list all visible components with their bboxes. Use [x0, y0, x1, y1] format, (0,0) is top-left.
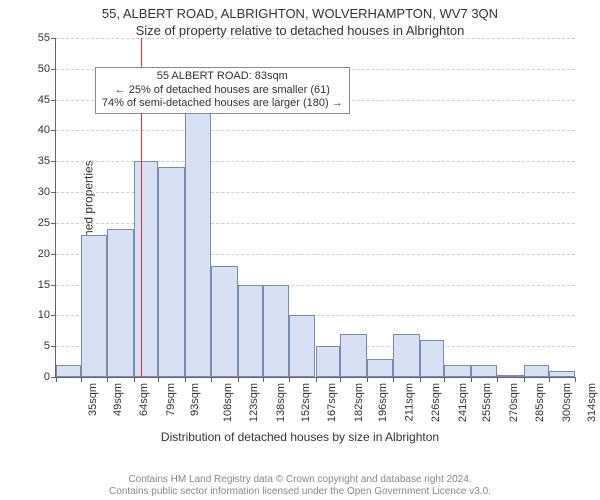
y-tick-label: 50	[38, 63, 56, 75]
y-tick-label: 40	[38, 124, 56, 136]
histogram-chart: Number of detached properties 0510152025…	[0, 38, 600, 448]
annotation-line: 74% of semi-detached houses are larger (…	[102, 97, 343, 111]
y-tick-label: 15	[38, 279, 56, 291]
x-tick-label: 49sqm	[112, 383, 124, 416]
y-tick-label: 0	[44, 371, 56, 383]
histogram-bar	[158, 167, 184, 377]
x-tick	[549, 377, 550, 382]
x-tick	[107, 377, 108, 382]
histogram-bar	[444, 365, 470, 377]
x-tick-label: 167sqm	[326, 383, 338, 422]
x-tick-label: 300sqm	[561, 383, 573, 422]
x-tick-label: 182sqm	[353, 383, 365, 422]
x-tick-label: 64sqm	[138, 383, 150, 416]
x-tick	[524, 377, 525, 382]
x-tick-label: 314sqm	[586, 383, 598, 422]
x-tick	[185, 377, 186, 382]
x-tick	[367, 377, 368, 382]
histogram-bar	[185, 75, 211, 377]
histogram-bar	[393, 334, 419, 377]
x-tick	[340, 377, 341, 382]
x-tick	[81, 377, 82, 382]
y-tick-label: 10	[38, 309, 56, 321]
footer-line: Contains public sector information licen…	[0, 486, 600, 498]
histogram-bar	[263, 285, 289, 377]
gridline	[56, 38, 575, 39]
x-tick	[289, 377, 290, 382]
y-tick-label: 45	[38, 94, 56, 106]
annotation-line: ← 25% of detached houses are smaller (61…	[102, 84, 343, 98]
histogram-bar	[471, 365, 497, 377]
gridline	[56, 130, 575, 131]
histogram-bar	[56, 365, 81, 377]
y-tick-label: 30	[38, 186, 56, 198]
annotation-line: 55 ALBERT ROAD: 83sqm	[102, 70, 343, 84]
x-tick	[393, 377, 394, 382]
x-tick-label: 211sqm	[403, 383, 415, 421]
x-tick	[56, 377, 57, 382]
x-tick	[444, 377, 445, 382]
histogram-bar	[107, 229, 133, 377]
histogram-bar	[238, 285, 263, 377]
x-tick	[420, 377, 421, 382]
histogram-bar	[316, 346, 341, 377]
histogram-bar	[367, 359, 393, 377]
x-tick	[316, 377, 317, 382]
x-tick	[575, 377, 576, 382]
x-tick-label: 226sqm	[430, 383, 442, 422]
x-tick	[238, 377, 239, 382]
y-tick-label: 35	[38, 155, 56, 167]
y-tick-label: 25	[38, 217, 56, 229]
histogram-bar	[420, 340, 445, 377]
x-tick-label: 138sqm	[275, 383, 287, 422]
histogram-bar	[134, 161, 159, 377]
x-axis-label: Distribution of detached houses by size …	[0, 430, 600, 444]
annotation-box: 55 ALBERT ROAD: 83sqm← 25% of detached h…	[95, 67, 350, 114]
x-tick-label: 241sqm	[457, 383, 469, 422]
histogram-bar	[340, 334, 366, 377]
histogram-bar	[549, 371, 575, 377]
x-tick	[263, 377, 264, 382]
x-tick-label: 108sqm	[222, 383, 234, 422]
x-tick-label: 93sqm	[189, 383, 201, 416]
plot-area: 051015202530354045505535sqm49sqm64sqm79s…	[55, 38, 575, 378]
x-tick	[497, 377, 498, 382]
y-tick-label: 55	[38, 32, 56, 44]
x-tick	[211, 377, 212, 382]
page-title: 55, ALBERT ROAD, ALBRIGHTON, WOLVERHAMPT…	[0, 0, 600, 21]
x-tick-label: 152sqm	[300, 383, 312, 422]
x-tick-label: 35sqm	[87, 383, 99, 416]
x-tick-label: 255sqm	[482, 383, 494, 422]
x-tick-label: 79sqm	[165, 383, 177, 416]
page-subtitle: Size of property relative to detached ho…	[0, 21, 600, 38]
histogram-bar	[289, 315, 315, 377]
histogram-bar	[211, 266, 237, 377]
x-tick-label: 196sqm	[377, 383, 389, 422]
attribution-footer: Contains HM Land Registry data © Crown c…	[0, 474, 600, 498]
y-tick-label: 20	[38, 248, 56, 260]
histogram-bar	[497, 375, 523, 377]
x-tick	[158, 377, 159, 382]
x-tick	[134, 377, 135, 382]
y-tick-label: 5	[44, 340, 56, 352]
x-tick	[471, 377, 472, 382]
x-tick-label: 270sqm	[508, 383, 520, 422]
x-tick-label: 123sqm	[248, 383, 260, 422]
x-tick-label: 285sqm	[534, 383, 546, 422]
histogram-bar	[81, 235, 107, 377]
footer-line: Contains HM Land Registry data © Crown c…	[0, 474, 600, 486]
histogram-bar	[524, 365, 549, 377]
